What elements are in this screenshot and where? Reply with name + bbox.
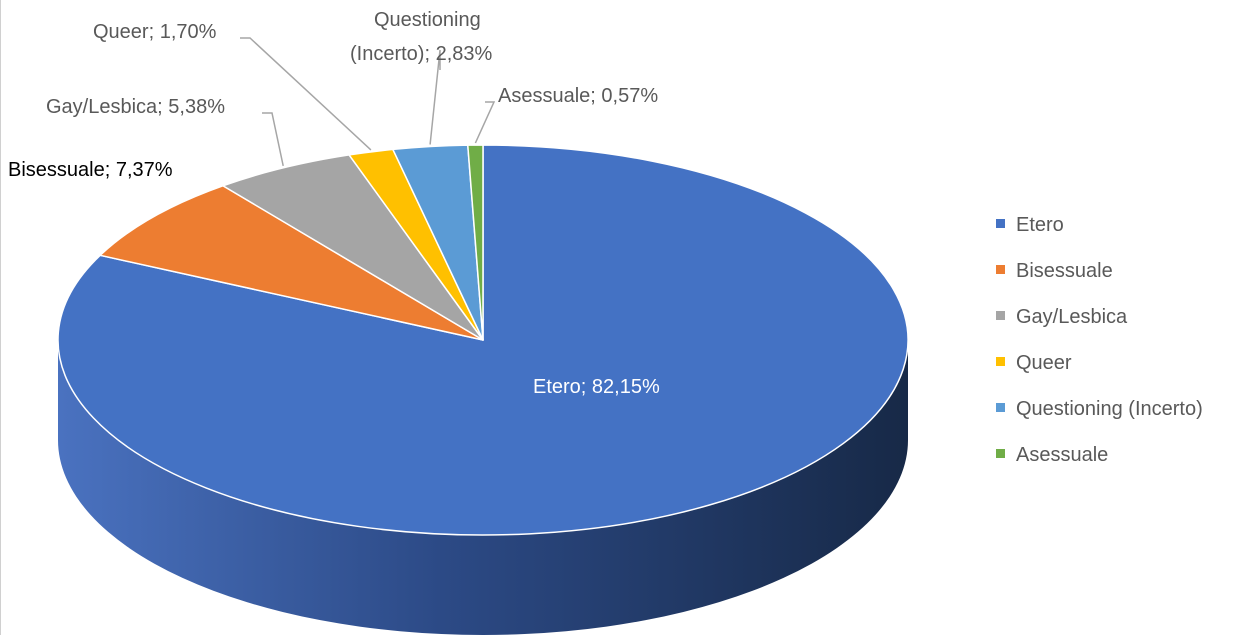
pie-slice-asessuale [467, 144, 484, 341]
legend-swatch-queer [996, 357, 1005, 366]
leader-line-questioning [429, 49, 441, 145]
data-label-queer: Queer; 1,70% [93, 21, 217, 43]
data-label-bisessuale: Bisessuale; 7,37% [8, 159, 173, 181]
legend-label-questioning: Questioning (Incerto) [1016, 398, 1203, 420]
legend-label-asessuale: Asessuale [1016, 444, 1108, 466]
legend-label-queer: Queer [1016, 352, 1072, 374]
legend-swatch-gay-lesbica [996, 311, 1005, 320]
legend-label-etero: Etero [1016, 214, 1064, 236]
legend-swatch-questioning [996, 403, 1005, 412]
pie-slice-bisessuale [99, 185, 484, 341]
legend-swatch-bisessuale [996, 265, 1005, 274]
legend: Etero Bisessuale Gay/Lesbica Queer Quest… [996, 214, 1203, 466]
data-label-asessuale: Asessuale; 0,57% [498, 85, 658, 107]
data-label-questioning-line2: (Incerto); 2,83% [350, 43, 493, 65]
data-label-gay-lesbica: Gay/Lesbica; 5,38% [46, 96, 225, 118]
legend-swatch-asessuale [996, 449, 1005, 458]
leader-line-queer [240, 37, 372, 151]
chart-frame-edge [0, 0, 1, 635]
pie-slice-etero [57, 144, 909, 536]
legend-label-bisessuale: Bisessuale [1016, 260, 1113, 282]
legend-label-gay-lesbica: Gay/Lesbica [1016, 306, 1128, 328]
leader-line-asessuale [474, 101, 496, 144]
leader-line-gay-lesbica [262, 112, 284, 167]
data-label-etero: Etero; 82,15% [533, 376, 660, 398]
data-label-questioning-line1: Questioning [374, 9, 481, 31]
legend-swatch-etero [996, 219, 1005, 228]
pie-slice-gay-lesbica [222, 154, 484, 341]
pie-side-wall [58, 340, 908, 635]
